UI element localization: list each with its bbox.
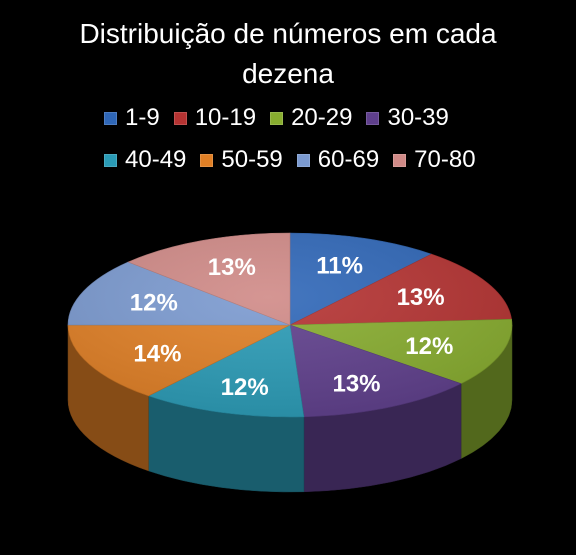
pie-surface-shading bbox=[68, 233, 512, 417]
chart-legend: 1-9 10-19 20-29 30-39 40-49 50-59 60-69 … bbox=[104, 104, 524, 174]
legend-swatch-30-39 bbox=[366, 111, 380, 125]
data-label-60-69: 12% bbox=[130, 289, 178, 316]
legend-label-60-69: 60-69 bbox=[317, 146, 380, 173]
legend-label-1-9: 1-9 bbox=[125, 104, 160, 131]
legend-item-50-59: 50-59 bbox=[200, 146, 283, 174]
data-label-20-29: 12% bbox=[405, 333, 453, 360]
legend-label-50-59: 50-59 bbox=[221, 146, 283, 173]
legend-item-10-19: 10-19 bbox=[173, 104, 257, 132]
legend-swatch-1-9 bbox=[104, 111, 117, 125]
legend-item-20-29: 20-29 bbox=[270, 104, 352, 132]
legend-item-30-39: 30-39 bbox=[366, 104, 449, 132]
legend-label-10-19: 10-19 bbox=[194, 104, 257, 131]
data-label-10-19: 13% bbox=[397, 284, 445, 311]
data-label-40-49: 12% bbox=[221, 374, 269, 401]
legend-swatch-10-19 bbox=[173, 111, 187, 125]
legend-swatch-20-29 bbox=[270, 111, 284, 125]
legend-swatch-40-49 bbox=[104, 153, 117, 167]
legend-label-30-39: 30-39 bbox=[387, 104, 449, 131]
legend-item-60-69: 60-69 bbox=[296, 146, 380, 174]
legend-swatch-60-69 bbox=[296, 153, 310, 167]
legend-item-1-9: 1-9 bbox=[104, 104, 160, 132]
pie-side-walls bbox=[67, 324, 513, 493]
legend-swatch-50-59 bbox=[200, 153, 214, 167]
data-label-30-39: 13% bbox=[332, 370, 380, 397]
legend-swatch-70-80 bbox=[393, 153, 407, 167]
data-label-1-9: 11% bbox=[316, 252, 363, 279]
legend-label-40-49: 40-49 bbox=[125, 146, 187, 173]
data-label-50-59: 14% bbox=[133, 340, 181, 367]
data-label-70-80: 13% bbox=[208, 254, 256, 281]
pie-data-labels: 11% 13% 12% 13% 12% 14% 12% 13% bbox=[130, 252, 454, 401]
legend-label-20-29: 20-29 bbox=[291, 104, 353, 131]
legend-item-40-49: 40-49 bbox=[104, 146, 186, 174]
chart-title: Distribuição de números em cada dezena bbox=[79, 18, 497, 89]
legend-item-70-80: 70-80 bbox=[393, 146, 476, 174]
legend-label-70-80: 70-80 bbox=[414, 146, 476, 173]
